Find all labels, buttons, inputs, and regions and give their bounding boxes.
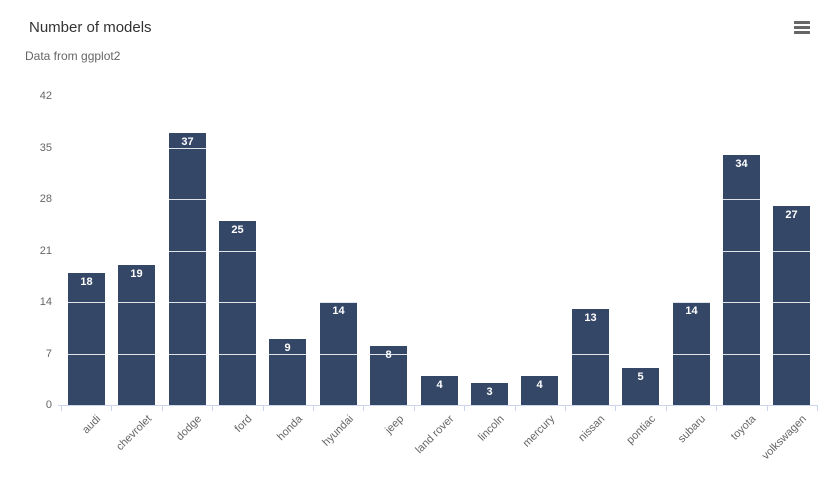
gridline (61, 199, 817, 200)
x-axis-label-audi: audi (80, 413, 104, 437)
x-axis-label-hyundai: hyundai (319, 413, 356, 449)
bar-ford[interactable] (219, 221, 256, 405)
x-axis-label-nissan: nissan (576, 413, 608, 444)
x-axis-tick (162, 406, 163, 411)
x-axis-tick (212, 406, 213, 411)
x-axis-tick (263, 406, 264, 411)
x-axis-tick (111, 406, 112, 411)
bar-chevrolet[interactable] (118, 265, 155, 405)
y-axis-label: 42 (39, 90, 52, 102)
bar-value-label: 14 (685, 305, 698, 317)
bar-value-label: 13 (584, 312, 597, 324)
x-axis-label-land-rover: land rover (413, 413, 457, 457)
gridline (61, 302, 817, 303)
x-axis-label-dodge: dodge (174, 413, 205, 444)
chart-title: Number of models (29, 19, 152, 36)
y-axis-label: 28 (39, 193, 52, 205)
y-axis-label: 7 (45, 348, 52, 360)
y-axis-label: 0 (45, 399, 52, 411)
bar-jeep[interactable] (370, 346, 407, 405)
x-axis-label-volkswagen: volkswagen (760, 413, 810, 463)
x-axis-label-honda: honda (275, 413, 306, 444)
x-axis-tick (767, 406, 768, 411)
bar-value-label: 4 (536, 379, 543, 391)
x-axis-tick (565, 406, 566, 411)
x-axis-label-ford: ford (232, 413, 255, 435)
bar-subaru[interactable] (673, 302, 710, 405)
x-axis-tick (817, 406, 818, 411)
x-axis-label-mercury: mercury (520, 413, 558, 450)
gridline (61, 354, 817, 355)
bar-dodge[interactable] (169, 133, 206, 405)
bar-value-label: 27 (785, 209, 798, 221)
bar-value-label: 8 (385, 349, 392, 361)
bar-value-label: 9 (284, 342, 291, 354)
x-axis-label-pontiac: pontiac (624, 413, 659, 447)
y-axis-label: 35 (39, 142, 52, 154)
bar-value-label: 5 (637, 371, 644, 383)
x-axis-tick (666, 406, 667, 411)
x-axis-tick (313, 406, 314, 411)
x-axis-tick (716, 406, 717, 411)
x-axis-tick (363, 406, 364, 411)
bar-value-label: 19 (130, 268, 143, 280)
x-axis-label-subaru: subaru (676, 413, 709, 446)
gridline (61, 148, 817, 149)
bar-value-label: 18 (80, 276, 93, 288)
x-axis-label-jeep: jeep (382, 413, 407, 437)
chart-context-menu-button[interactable] (790, 16, 814, 38)
x-axis-label-toyota: toyota (729, 413, 759, 443)
gridline (61, 96, 817, 97)
bar-pontiac[interactable] (622, 368, 659, 405)
bar-toyota[interactable] (723, 155, 760, 405)
x-axis-label-lincoln: lincoln (476, 413, 507, 444)
bar-value-label: 37 (181, 136, 194, 148)
x-axis-label-chevrolet: chevrolet (114, 413, 155, 454)
y-axis-label: 14 (39, 296, 52, 308)
x-axis-tick (515, 406, 516, 411)
x-axis-tick (464, 406, 465, 411)
bar-lincoln[interactable] (471, 383, 508, 405)
bar-audi[interactable] (68, 273, 105, 405)
bar-mercury[interactable] (521, 376, 558, 405)
hamburger-menu-icon (794, 20, 810, 34)
x-axis-tick (615, 406, 616, 411)
x-axis-tick (61, 406, 62, 411)
bar-land-rover[interactable] (421, 376, 458, 405)
bar-nissan[interactable] (572, 309, 609, 405)
chart-subtitle: Data from ggplot2 (25, 49, 121, 63)
bar-value-label: 34 (735, 158, 748, 170)
bar-value-label: 25 (231, 224, 244, 236)
bar-value-label: 4 (436, 379, 443, 391)
bar-honda[interactable] (269, 339, 306, 405)
gridline (61, 251, 817, 252)
x-axis-line (58, 405, 818, 406)
y-axis-label: 21 (39, 245, 52, 257)
bar-hyundai[interactable] (320, 302, 357, 405)
bar-value-label: 14 (332, 305, 345, 317)
bar-value-label: 3 (486, 386, 493, 398)
x-axis-tick (414, 406, 415, 411)
bar-volkswagen[interactable] (773, 206, 810, 405)
